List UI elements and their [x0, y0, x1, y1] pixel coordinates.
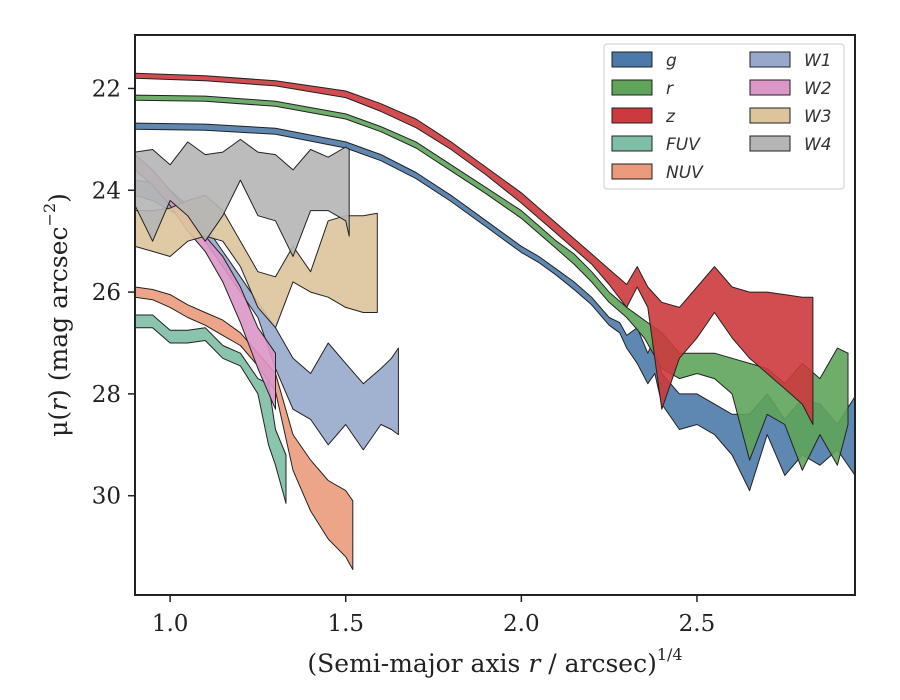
band-g — [135, 122, 855, 492]
legend-swatch-z — [611, 107, 653, 124]
x-axis-label: (Semi-major axis r / arcsec)1/4 — [307, 645, 682, 678]
legend-swatch-fuv — [611, 135, 653, 152]
y-tick-label: 28 — [92, 382, 121, 408]
x-tick-label: 1.0 — [152, 611, 189, 637]
series-bands — [135, 72, 855, 570]
legend-swatch-g — [611, 51, 653, 68]
legend-label-w2: W2 — [804, 79, 832, 99]
legend-label-r: r — [666, 79, 674, 99]
legend-label-z: z — [665, 107, 676, 127]
legend-label-w4: W4 — [804, 135, 832, 155]
x-tick-label: 1.5 — [327, 611, 364, 637]
legend-swatch-w1 — [749, 51, 791, 68]
legend-label-w3: W3 — [804, 107, 832, 127]
y-axis-label: μ(r) (mag arcsec−2) — [40, 193, 73, 437]
band-nuv — [135, 286, 354, 570]
legend-swatch-w4 — [749, 135, 791, 152]
band-fuv — [135, 314, 287, 504]
band-r — [135, 94, 849, 471]
x-tick-label: 2.0 — [503, 611, 540, 637]
legend-label-g: g — [666, 51, 677, 71]
legend-swatch-r — [611, 79, 653, 96]
legend-swatch-w2 — [749, 79, 791, 96]
y-tick-label: 22 — [92, 76, 121, 102]
legend-swatch-nuv — [611, 163, 653, 180]
y-axis: 22 24 26 28 30 — [92, 76, 135, 510]
legend-label-fuv: FUV — [666, 135, 701, 155]
band-z — [135, 72, 814, 425]
y-tick-label: 30 — [92, 484, 121, 510]
y-tick-label: 24 — [92, 178, 121, 204]
band-w4 — [135, 138, 350, 257]
legend-swatch-w3 — [749, 107, 791, 124]
legend: grz FUV NUV W1 W2 W3 W4 — [603, 43, 845, 190]
y-tick-label: 26 — [92, 280, 121, 306]
plot-frame — [134, 34, 856, 596]
x-axis: 1.0 1.5 2.0 2.5 — [152, 595, 715, 637]
x-tick-label: 2.5 — [679, 611, 716, 637]
legend-label-nuv: NUV — [666, 163, 704, 183]
legend-label-w1: W1 — [804, 51, 832, 71]
